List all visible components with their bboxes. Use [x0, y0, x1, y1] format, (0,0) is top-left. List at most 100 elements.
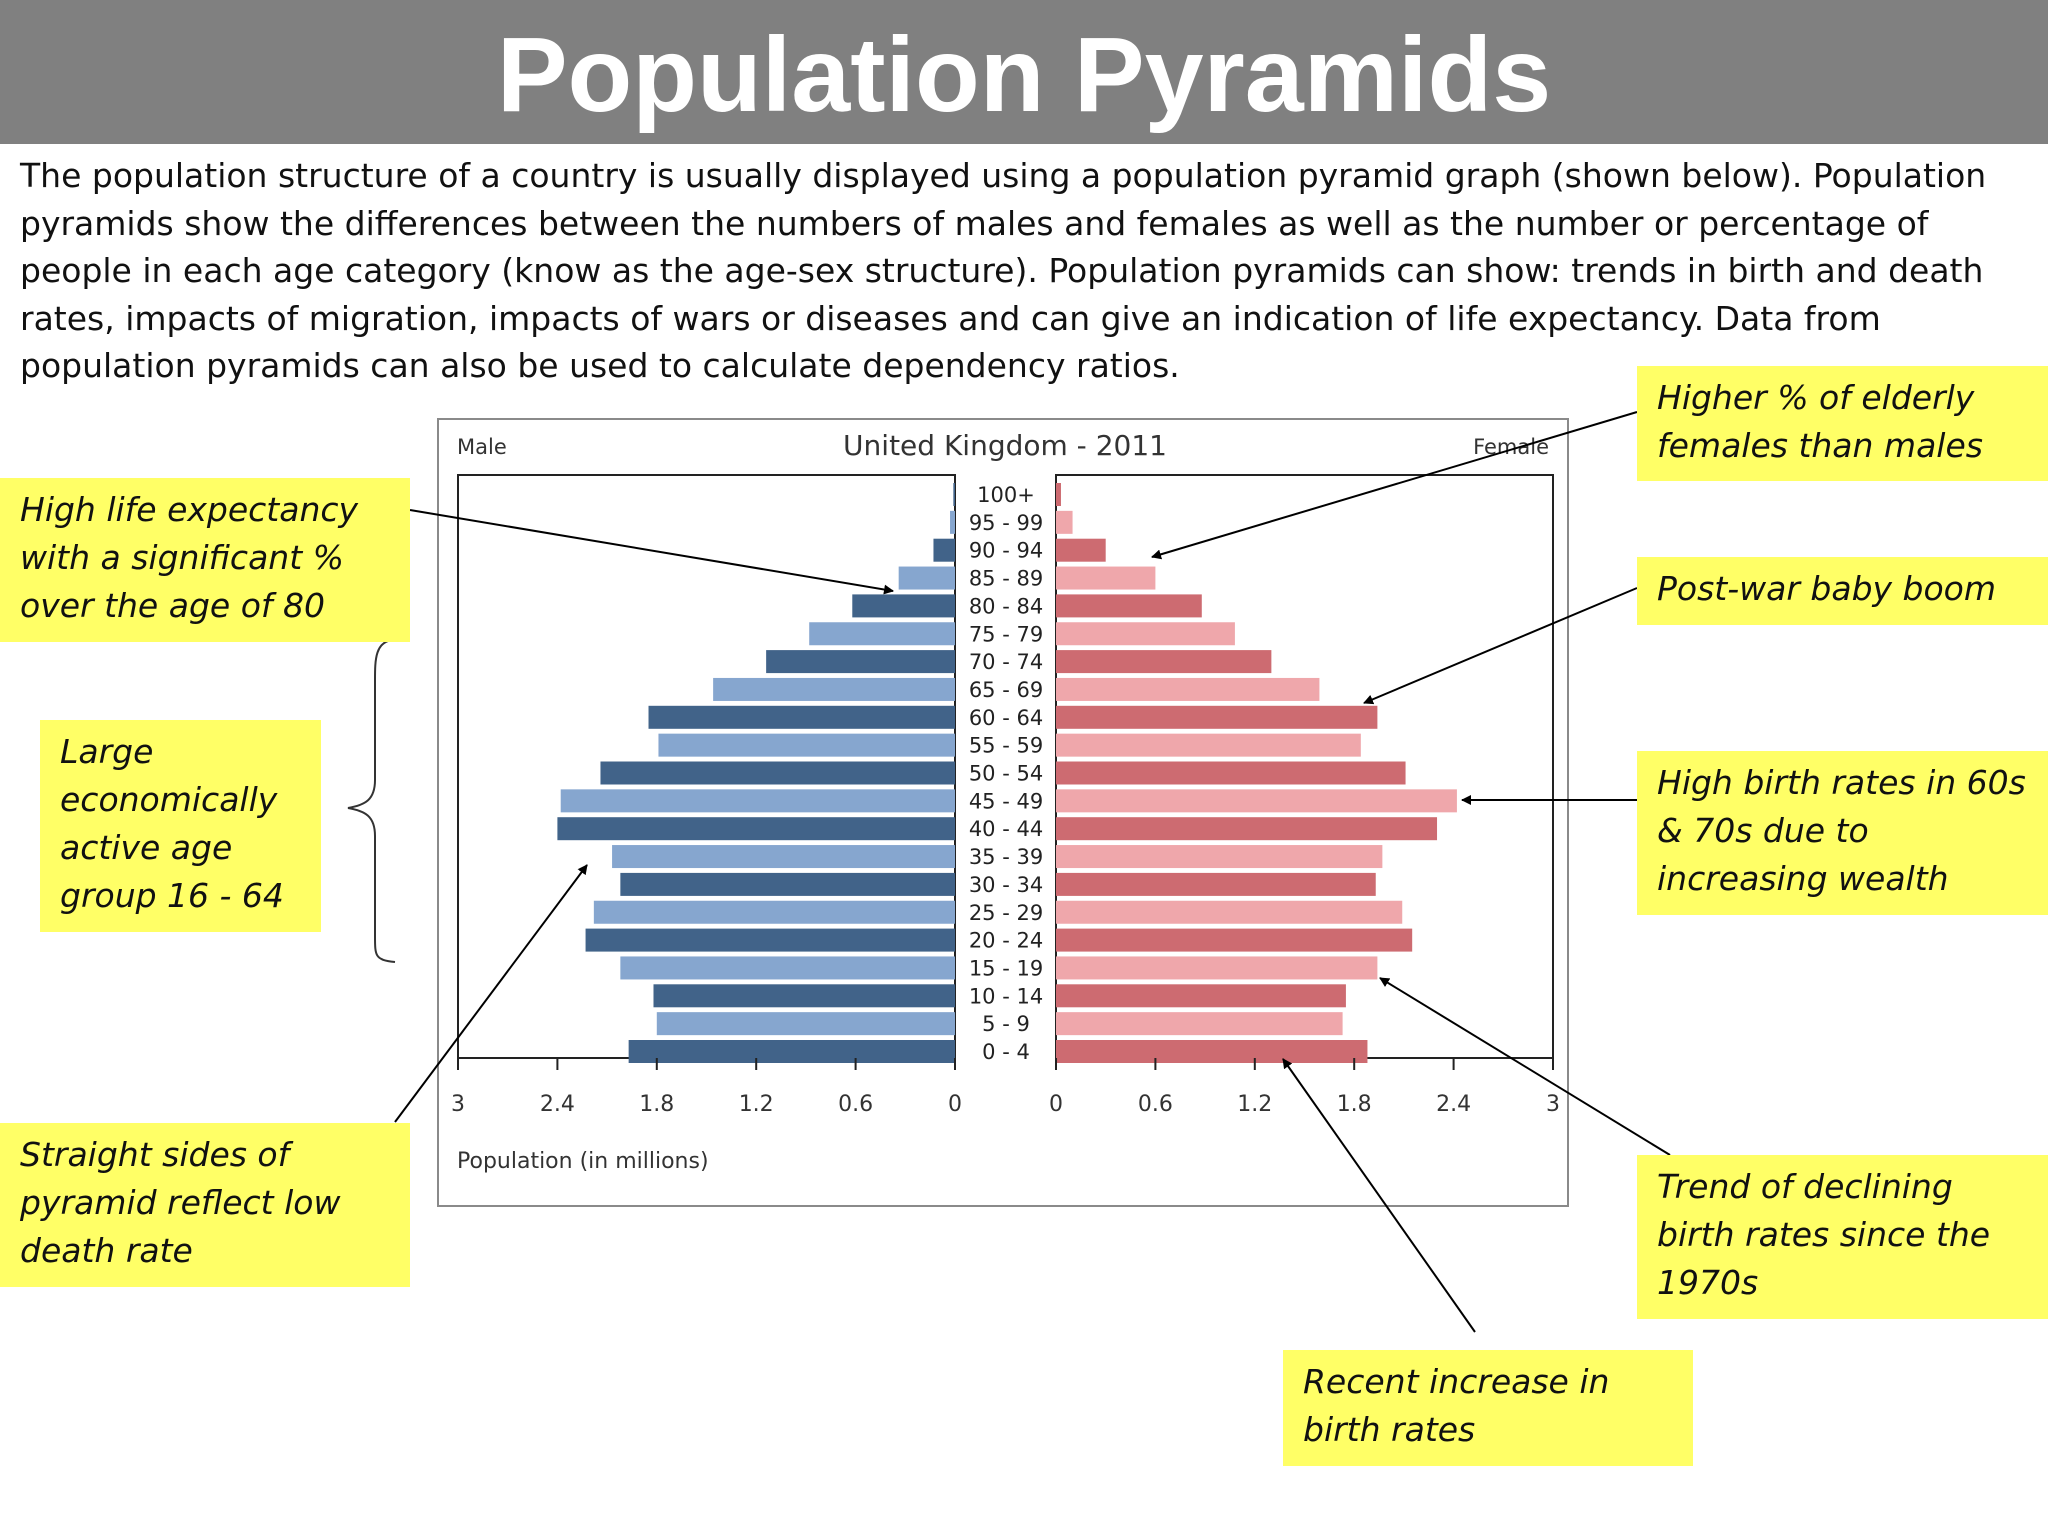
female-bar-60-64	[1056, 705, 1378, 729]
male-bar-0-4	[628, 1040, 955, 1063]
male-x-tick-label: 0	[948, 1092, 962, 1117]
intro-paragraph: The population structure of a country is…	[20, 152, 2030, 390]
female-bar-10-14	[1056, 984, 1346, 1008]
note-economically-active: Large economically active age group 16 -…	[40, 720, 321, 932]
male-bar-45-49	[560, 789, 955, 813]
age-group-label: 100+	[977, 483, 1035, 507]
male-x-tick-label: 0.6	[838, 1092, 873, 1117]
female-x-tick-label: 3	[1546, 1092, 1560, 1117]
age-group-label: 25 - 29	[969, 901, 1043, 925]
male-bar-25-29	[593, 900, 955, 924]
intro-line: population pyramids can also be used to …	[20, 346, 1180, 385]
female-x-tick-label: 0.6	[1138, 1092, 1173, 1117]
female-x-tick-label: 2.4	[1436, 1092, 1471, 1117]
intro-line: people in each age category (know as the…	[20, 251, 1984, 290]
arrow-elderly-females	[1151, 411, 1638, 560]
female-bar-0-4	[1056, 1040, 1368, 1063]
arrow-declining-birth-rates	[1379, 977, 1671, 1156]
male-bar-90-94	[933, 538, 955, 562]
female-bar-30-34	[1056, 872, 1376, 896]
annotation-arrows	[394, 411, 1671, 1333]
male-bar-80-84	[852, 594, 955, 618]
age-group-label: 85 - 89	[969, 567, 1043, 591]
arrow-life-expectancy	[409, 509, 894, 595]
age-group-label: 95 - 99	[969, 511, 1043, 535]
age-group-label: 45 - 49	[969, 789, 1043, 813]
female-bar-90-94	[1056, 538, 1106, 562]
arrow-straight-sides	[394, 864, 588, 1123]
female-bar-15-19	[1056, 956, 1378, 980]
female-bar-40-44	[1056, 817, 1438, 841]
male-bar-95-99	[950, 510, 955, 534]
x-axis-label: Population (in millions)	[457, 1149, 709, 1174]
age-group-label: 35 - 39	[969, 845, 1043, 869]
female-x-tick-label: 1.8	[1337, 1092, 1372, 1117]
age-group-label: 90 - 94	[969, 539, 1043, 563]
arrow-baby-boom	[1363, 587, 1638, 705]
age-group-label: 80 - 84	[969, 594, 1043, 618]
note-recent-increase: Recent increase in birth rates	[1283, 1350, 1693, 1466]
male-bar-55-59	[658, 733, 955, 757]
chart-title: United Kingdom - 2011	[843, 429, 1167, 462]
female-bar-100plus	[1056, 483, 1061, 506]
male-x-tick-label: 2.4	[540, 1092, 575, 1117]
age-group-label: 75 - 79	[969, 622, 1043, 646]
note-straight-sides: Straight sides of pyramid reflect low de…	[0, 1123, 410, 1287]
male-x-tick-label: 1.8	[639, 1092, 674, 1117]
female-bar-55-59	[1056, 733, 1361, 757]
note-baby-boom: Post-war baby boom	[1637, 557, 2048, 625]
page-title: Population Pyramids	[496, 16, 1552, 134]
age-group-label: 30 - 34	[969, 873, 1043, 897]
male-label: Male	[457, 435, 507, 459]
age-group-label: 15 - 19	[969, 956, 1043, 980]
age-group-label: 50 - 54	[969, 762, 1043, 786]
age-group-label: 55 - 59	[969, 734, 1043, 758]
brace-icon	[347, 639, 396, 963]
male-bar-75-79	[809, 622, 955, 646]
female-bar-25-29	[1056, 900, 1403, 924]
age-group-label: 0 - 4	[982, 1040, 1030, 1064]
female-bar-85-89	[1056, 566, 1156, 590]
male-bar-50-54	[600, 761, 955, 785]
arrow-recent-increase	[1282, 1058, 1476, 1333]
male-bar-15-19	[620, 956, 955, 980]
note-elderly-females: Higher % of elderly females than males	[1637, 366, 2048, 481]
female-bar-45-49	[1056, 789, 1457, 813]
male-bar-35-39	[612, 845, 955, 869]
male-bar-65-69	[713, 677, 955, 701]
intro-line: rates, impacts of migration, impacts of …	[20, 298, 1881, 338]
male-bar-30-34	[620, 872, 955, 896]
title-bar	[0, 0, 2048, 144]
age-group-label: 20 - 24	[969, 929, 1043, 953]
female-label: Female	[1473, 435, 1549, 459]
female-x-tick-label: 0	[1049, 1092, 1063, 1117]
female-bar-70-74	[1056, 650, 1272, 674]
male-x-tick-label: 1.2	[739, 1092, 774, 1117]
female-bar-65-69	[1056, 677, 1320, 701]
female-bar-5-9	[1056, 1012, 1343, 1036]
female-bar-20-24	[1056, 928, 1413, 952]
note-high-life-expectancy: High life expectancy with a significant …	[0, 478, 410, 642]
male-bar-5-9	[656, 1012, 955, 1036]
male-bar-70-74	[766, 650, 955, 674]
female-x-tick-label: 1.2	[1237, 1092, 1272, 1117]
intro-line: pyramids show the differences between th…	[20, 203, 1929, 243]
age-group-label: 40 - 44	[969, 817, 1043, 841]
age-group-label: 5 - 9	[982, 1012, 1030, 1036]
note-high-birth-rates: High birth rates in 60s & 70s due to inc…	[1637, 751, 2048, 915]
female-bar-95-99	[1056, 510, 1073, 534]
male-x-tick-label: 3	[451, 1092, 465, 1117]
male-bar-85-89	[898, 566, 955, 590]
note-declining-birth-rates: Trend of declining birth rates since the…	[1637, 1155, 2048, 1319]
female-bar-50-54	[1056, 761, 1406, 785]
age-group-label: 70 - 74	[969, 650, 1043, 674]
male-bar-100plus	[953, 483, 955, 506]
age-group-label: 60 - 64	[969, 706, 1043, 730]
female-bar-35-39	[1056, 845, 1383, 869]
age-group-label: 10 - 14	[969, 984, 1043, 1008]
male-bar-60-64	[648, 705, 955, 729]
male-bar-20-24	[585, 928, 955, 952]
female-bar-75-79	[1056, 622, 1235, 646]
male-bar-10-14	[653, 984, 955, 1008]
